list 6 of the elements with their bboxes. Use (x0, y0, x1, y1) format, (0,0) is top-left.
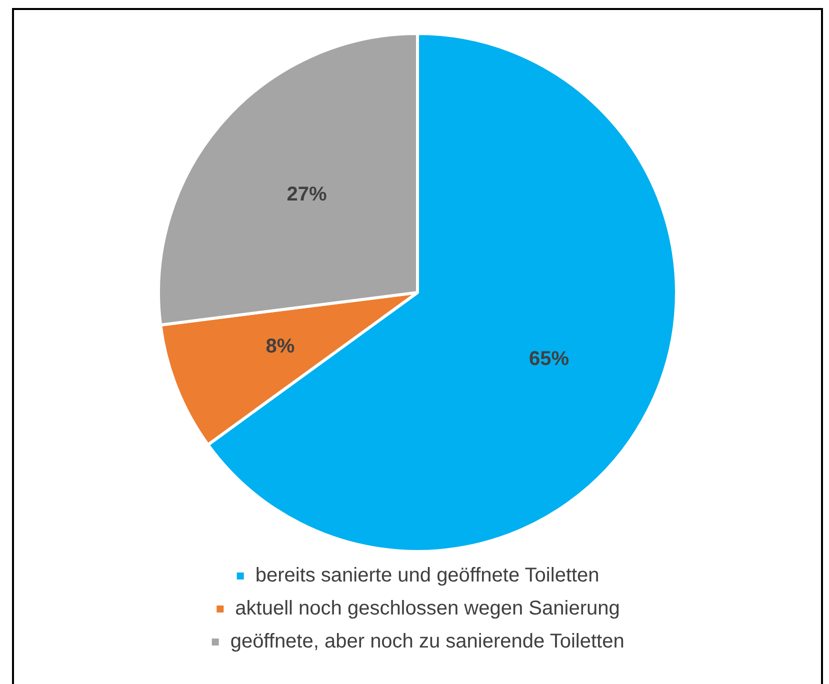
data-label: 65% (529, 348, 570, 370)
data-label: 8% (266, 335, 295, 358)
legend-label: aktuell noch geschlossen wegen Sanierung (235, 598, 620, 620)
data-label: 27% (286, 183, 327, 206)
legend-label: geöffnete, aber noch zu sanierende Toiletten (230, 630, 624, 653)
legend-label: bereits sanierte und geöffnete Toiletten (255, 564, 600, 587)
